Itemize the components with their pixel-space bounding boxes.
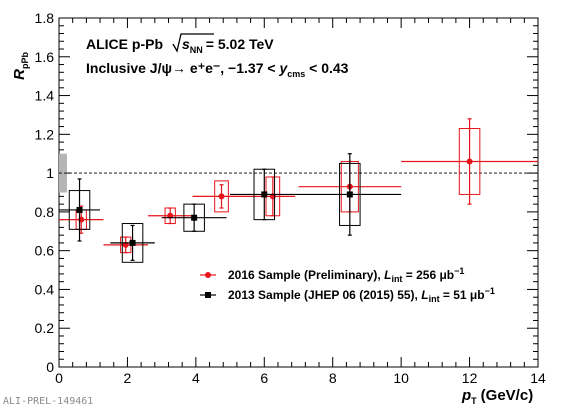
y-tick-label: 1.4 (35, 88, 55, 104)
svg-text:2013 Sample (JHEP 06 (2015) 55: 2013 Sample (JHEP 06 (2015) 55), Lint = … (228, 286, 495, 304)
x-tick-label: 6 (260, 370, 268, 386)
y-tick-label: 0.4 (35, 281, 55, 297)
y-tick-label: 1 (46, 165, 54, 181)
series-1-point-4-marker (346, 191, 353, 198)
legend-entry-2016: 2016 Sample (Preliminary), Lint = 256 μb… (200, 266, 464, 284)
legend: 2016 Sample (Preliminary), Lint = 256 μb… (200, 266, 495, 304)
x-tick-label: 4 (192, 370, 200, 386)
y-axis-title: RpPb (11, 51, 30, 79)
svg-text:2016 Sample (Preliminary), Lin: 2016 Sample (Preliminary), Lint = 256 μb… (228, 266, 464, 284)
y-tick-label: 1.6 (35, 49, 55, 65)
x-axis-title: pT (GeV/c) (461, 387, 533, 406)
series-1-point-0-marker (76, 206, 83, 213)
energy-label: = 5.02 TeV (206, 36, 275, 52)
x-tick-label: 8 (329, 370, 337, 386)
series-0-point-3-marker (218, 193, 225, 200)
annotation-line-2: Inclusive J/ψ→ e⁺e⁻, −1.37 < ycms < 0.43 (86, 60, 349, 79)
legend-entry-2013: 2013 Sample (JHEP 06 (2015) 55), Lint = … (200, 286, 495, 304)
svg-text:sNN= 5.02 TeV: sNN = 5.02 TeV (182, 36, 274, 55)
svg-text:ALICE p-Pb: ALICE p-Pb (86, 36, 163, 52)
watermark-label: ALI-PREL-149461 (3, 396, 93, 407)
global-uncertainty-band (59, 153, 67, 193)
x-tick-label: 10 (393, 370, 409, 386)
series-1-point-2-marker (191, 214, 198, 221)
series-0 (59, 118, 538, 254)
legend-marker-2016 (205, 272, 211, 278)
y-tick-label: 0 (46, 359, 54, 375)
x-tick-label: 2 (124, 370, 132, 386)
series-1-point-1-marker (129, 239, 136, 246)
series-0-point-6-marker (466, 158, 473, 165)
experiment-label: ALICE (86, 36, 128, 52)
series-1-point-3-marker (261, 191, 268, 198)
y-tick-label: 0.8 (35, 204, 55, 220)
y-tick-label: 1.2 (35, 126, 55, 142)
annotation-line-1: ALICE p-Pb sNN = 5.02 TeV (86, 33, 274, 55)
x-tick-label: 0 (55, 370, 63, 386)
x-tick-label: 14 (530, 370, 546, 386)
legend-marker-2013 (205, 292, 211, 298)
y-tick-label: 0.6 (35, 243, 55, 259)
y-tick-label: 0.2 (35, 320, 55, 336)
series-1 (59, 153, 402, 263)
sqrt-icon (172, 33, 214, 53)
y-tick-label: 1.8 (35, 10, 55, 26)
system-label: p-Pb (132, 36, 163, 52)
x-tick-label: 12 (462, 370, 478, 386)
